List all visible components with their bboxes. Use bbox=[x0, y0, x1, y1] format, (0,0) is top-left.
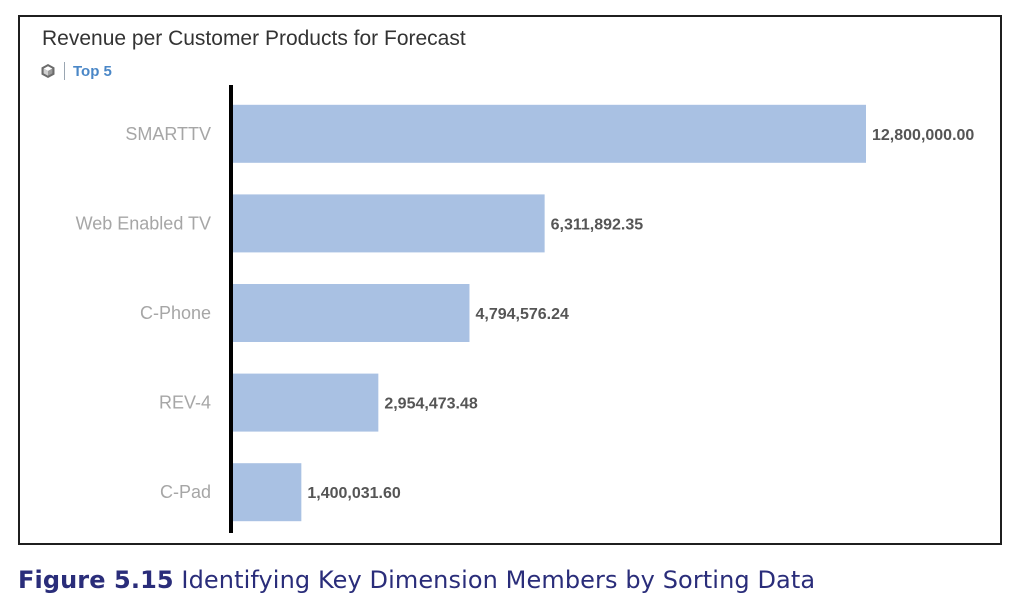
data-label: 12,800,000.00 bbox=[872, 127, 974, 144]
category-label: REV-4 bbox=[159, 393, 211, 413]
plot-area: SMARTTV 12,800,000.00 Web Enabled TV 6,311,… bbox=[76, 85, 974, 533]
cube-icon[interactable] bbox=[40, 63, 56, 79]
chart-frame: Revenue per Customer Products for Foreca… bbox=[18, 15, 1002, 545]
data-label: 1,400,031.60 bbox=[307, 485, 401, 502]
data-label: 6,311,892.35 bbox=[551, 216, 644, 233]
bar-c-pad[interactable] bbox=[232, 463, 302, 522]
category-label: C-Phone bbox=[140, 303, 211, 323]
filter-label[interactable]: Top 5 bbox=[73, 62, 112, 80]
bar-web-enabled-tv[interactable] bbox=[232, 194, 545, 253]
filter-row[interactable]: Top 5 bbox=[40, 61, 112, 81]
data-label: 2,954,473.48 bbox=[384, 396, 478, 413]
figure-number: Figure 5.15 bbox=[18, 566, 174, 594]
filter-separator bbox=[64, 62, 65, 80]
bar-smarttv[interactable] bbox=[232, 104, 866, 163]
category-label: SMARTTV bbox=[125, 124, 211, 144]
data-label: 4,794,576.24 bbox=[475, 306, 569, 323]
chart-title: Revenue per Customer Products for Foreca… bbox=[42, 27, 466, 50]
bar-rev-4[interactable] bbox=[232, 373, 379, 432]
category-label: C-Pad bbox=[160, 482, 211, 502]
figure-caption: Figure 5.15 Identifying Key Dimension Me… bbox=[18, 566, 815, 594]
figure-caption-text: Identifying Key Dimension Members by Sor… bbox=[181, 566, 816, 594]
category-label: Web Enabled TV bbox=[76, 213, 211, 233]
bar-c-phone[interactable] bbox=[232, 284, 470, 342]
